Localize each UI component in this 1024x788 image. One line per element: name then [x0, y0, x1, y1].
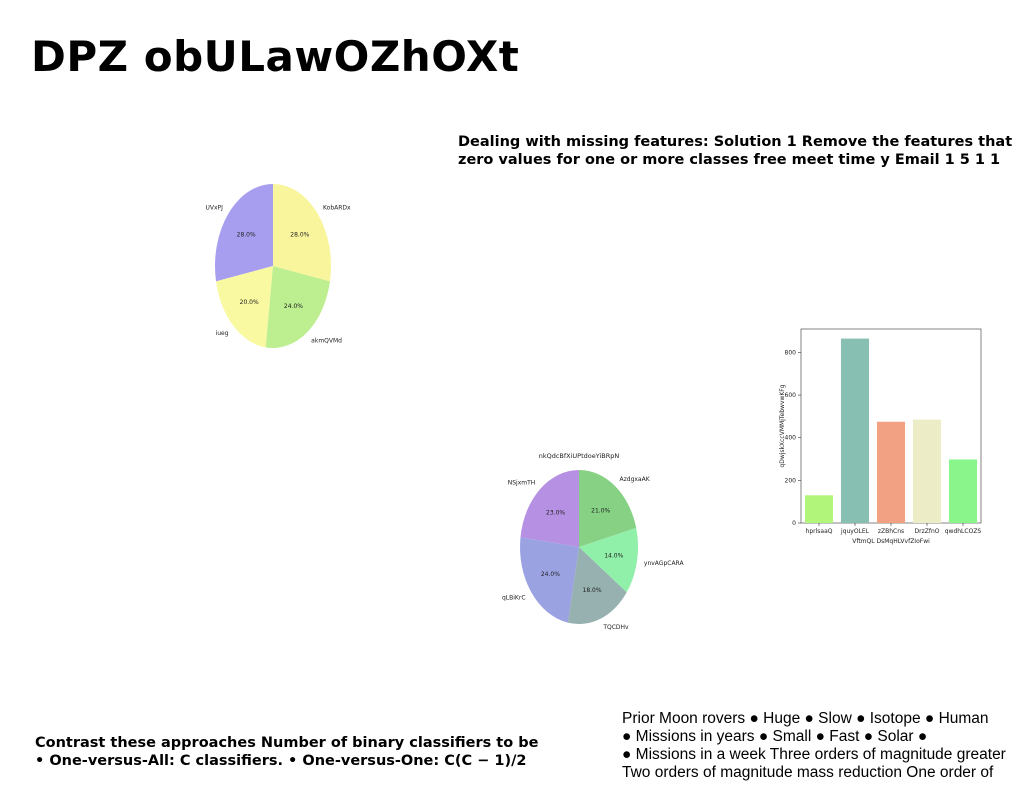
pie2-slice [579, 527, 638, 593]
pie1-slice [216, 266, 273, 348]
pie2-slice [520, 537, 579, 623]
pie2-title: nkQdcBfXiUPtdoeYiBRpN [539, 452, 620, 460]
pie2-category-label: ynvAGpCARA [644, 560, 685, 567]
bottom-left-text-line: Contrast these approaches Number of bina… [35, 735, 539, 751]
bottom-left-text-line: • One-versus-All: C classifiers. • One-v… [35, 753, 527, 769]
pie1-category-label: KobARDx [323, 204, 351, 211]
bar-xtick-label: zZBhCns [878, 528, 904, 535]
pie-chart-2: 23.0% NSjxmTH 24.0% qLBiKrC 18.0% TQCDHv 14.0%… [502, 452, 685, 631]
pie1-pct-label: 28.0% [237, 232, 256, 239]
bar-xtick-label: jquyOLEL [840, 528, 870, 535]
bottom-right-text-line: Two orders of magnitude mass reduction O… [622, 764, 994, 781]
bar-hprlsaaQ [804, 495, 834, 523]
pie2-category-label: TQCDHv [602, 624, 629, 631]
bottom-right-text-line: ● Missions in a week Three orders of mag… [622, 746, 1006, 763]
slide-title: DPZ obULawOZhOXt [31, 32, 520, 81]
pie2-pct-label: 14.0% [604, 553, 623, 560]
pie2-pct-label: 23.0% [546, 509, 565, 516]
pie1-category-label: UVxPJ [206, 204, 224, 211]
pie1-pct-label: 28.0% [290, 232, 309, 239]
pie2-category-label: NSjxmTH [508, 479, 536, 486]
pie1-slice [265, 266, 330, 348]
bar-yaxis-label: qDwjskXccVMMjTebwvwKFg [779, 384, 786, 467]
pie2-pct-label: 21.0% [591, 507, 610, 514]
bar-ytick-label: 0 [792, 520, 796, 527]
pie2-pct-label: 18.0% [583, 587, 602, 594]
pie-chart-1: 28.0% UVxPJ 20.0% iueg 24.0% akmQVMd 28.0% KobA… [206, 184, 351, 348]
bar-chart: 0 200 400 600 800 hprlsaaQ jquyOLEL zZBhCns DrzZ… [779, 328, 982, 545]
bottom-right-text-line: ● Missions in years ● Small ● Fast ● Sol… [622, 728, 928, 745]
bar-DrzZfnO [912, 419, 942, 523]
pie2-slice [520, 470, 579, 547]
pie1-category-label: iueg [216, 330, 229, 337]
bar-ytick-label: 800 [785, 349, 797, 356]
bottom-left-text-block: Contrast these approaches Number of bina… [35, 734, 595, 770]
bottom-right-text-line: Prior Moon rovers ● Huge ● Slow ● Isotop… [622, 710, 989, 727]
pie1-pct-label: 20.0% [240, 299, 259, 306]
pie2-category-label: qLBiKrC [502, 595, 526, 602]
pie2-slice [579, 470, 637, 547]
pie1-slice [215, 184, 273, 282]
bar-xtick-label: qwdhLCOZS [945, 528, 982, 535]
pie1-category-label: akmQVMd [311, 337, 342, 344]
pie1-pct-label: 24.0% [284, 303, 303, 310]
bar-zZBhCns [876, 421, 906, 523]
top-text-block: Dealing with missing features: Solution … [458, 133, 1018, 169]
bar-ytick-label: 200 [785, 477, 797, 484]
top-text-line: Dealing with missing features: Solution … [458, 134, 1013, 150]
bottom-right-text-block: Prior Moon rovers ● Huge ● Slow ● Isotop… [622, 710, 1022, 782]
bar-ytick-label: 400 [785, 435, 797, 442]
pie2-pct-label: 24.0% [541, 571, 560, 578]
bar-jquyOLEL [840, 338, 870, 523]
bar-ytick-label: 600 [785, 392, 797, 399]
bar-xtick-label: hprlsaaQ [806, 528, 833, 535]
pie2-category-label: AzdgxaAK [620, 476, 651, 483]
bar-xaxis-label: VftmQL DsMqHLVvfZIoFwi [852, 538, 930, 545]
bar-qwdhLCOZS [948, 459, 978, 523]
top-text-line: zero values for one or more classes free… [458, 152, 1001, 168]
pie1-slice [273, 184, 331, 282]
pie2-slice [567, 547, 627, 624]
bar-xtick-label: DrzZfnO [915, 528, 940, 535]
